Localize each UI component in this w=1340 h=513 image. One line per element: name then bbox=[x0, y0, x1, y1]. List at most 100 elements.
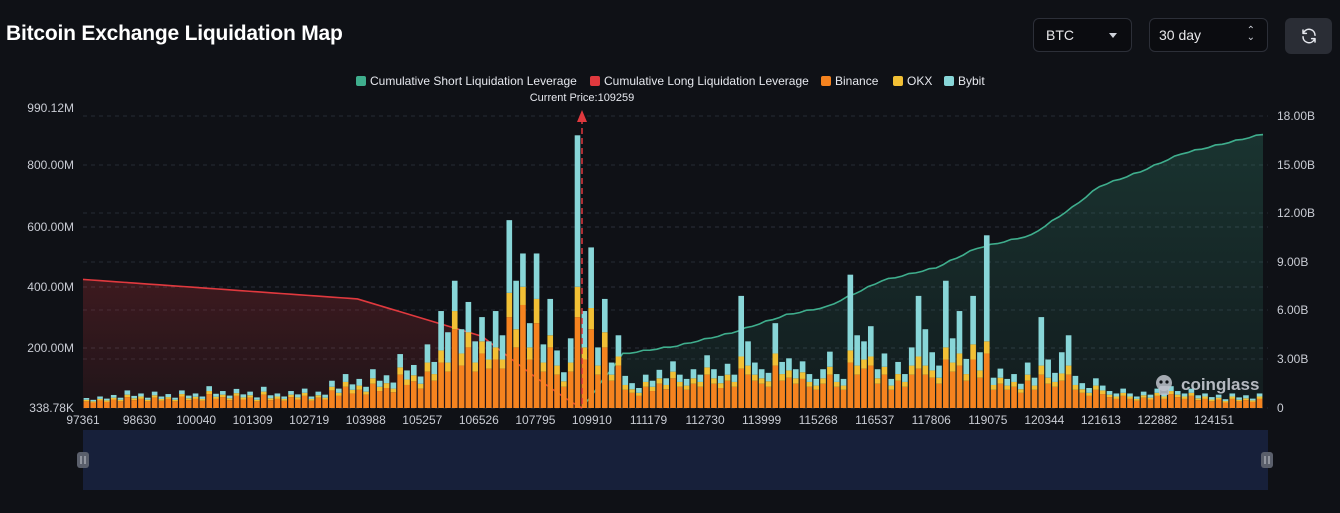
binance-bar bbox=[779, 380, 785, 408]
binance-bar bbox=[567, 371, 574, 408]
binance-bar bbox=[929, 377, 936, 408]
binance-bar bbox=[254, 401, 260, 408]
binance-bar bbox=[1209, 401, 1215, 408]
okx-bar bbox=[165, 397, 172, 399]
okx-bar bbox=[1256, 396, 1263, 399]
bybit-bar bbox=[861, 341, 867, 360]
bybit-bar bbox=[1058, 352, 1065, 374]
okx-bar bbox=[226, 398, 233, 401]
binance-bar bbox=[301, 395, 308, 408]
bybit-bar bbox=[990, 377, 997, 385]
x-axis-tick: 113999 bbox=[742, 413, 781, 427]
okx-bar bbox=[526, 347, 533, 360]
chevron-down-icon bbox=[1109, 33, 1117, 38]
bybit-bar bbox=[363, 386, 369, 392]
bybit-bar bbox=[1222, 399, 1229, 402]
short-cumulative-line bbox=[581, 133, 1264, 408]
binance-bar bbox=[438, 362, 444, 408]
bybit-bar bbox=[1168, 386, 1174, 392]
bybit-bar bbox=[1202, 393, 1208, 397]
coinglass-logo-icon bbox=[1156, 375, 1172, 395]
okx-bar bbox=[1079, 389, 1086, 393]
okx-bar bbox=[274, 396, 281, 399]
okx-bar bbox=[1011, 381, 1017, 387]
binance-bar bbox=[1004, 389, 1011, 408]
okx-bar bbox=[1236, 399, 1242, 402]
binance-bar bbox=[861, 368, 867, 408]
binance-bar bbox=[902, 386, 908, 408]
binance-bar bbox=[772, 365, 779, 408]
bybit-bar bbox=[963, 358, 970, 375]
bybit-bar bbox=[97, 396, 103, 399]
bybit-bar bbox=[308, 396, 315, 399]
okx-bar bbox=[329, 386, 335, 391]
bybit-bar bbox=[670, 361, 676, 372]
binance-bar bbox=[199, 400, 206, 408]
bybit-bar bbox=[199, 396, 206, 399]
legend-item-short[interactable]: Cumulative Short Liquidation Leverage bbox=[356, 74, 577, 88]
navigator-left-handle[interactable] bbox=[77, 452, 89, 468]
bybit-bar bbox=[1093, 378, 1099, 386]
binance-bar bbox=[417, 388, 424, 408]
bybit-bar bbox=[233, 388, 240, 394]
bybit-bar bbox=[547, 298, 554, 336]
okx-bar bbox=[874, 378, 881, 384]
bybit-bar bbox=[1181, 393, 1188, 397]
left-axis-tick: 990.12M bbox=[27, 101, 74, 115]
binance-bar bbox=[670, 378, 676, 408]
okx-bar bbox=[779, 374, 785, 381]
binance-bar bbox=[867, 365, 874, 408]
coin-select[interactable]: BTC bbox=[1033, 18, 1132, 52]
okx-bar bbox=[601, 332, 608, 348]
binance-bar bbox=[847, 362, 854, 408]
time-range-select[interactable]: 30 day ⌃ ⌄ bbox=[1149, 18, 1268, 52]
bybit-bar bbox=[472, 341, 479, 363]
binance-bar bbox=[1093, 389, 1099, 408]
bybit-bar bbox=[390, 382, 397, 389]
binance-bar bbox=[240, 399, 247, 408]
okx-bar bbox=[752, 374, 758, 381]
x-axis-tick: 102719 bbox=[289, 413, 329, 427]
bybit-bar bbox=[397, 354, 403, 368]
binance-bar bbox=[1256, 398, 1263, 408]
binance-bar bbox=[356, 389, 363, 408]
okx-bar bbox=[499, 359, 506, 369]
binance-bar bbox=[881, 374, 888, 408]
bybit-bar bbox=[806, 374, 813, 382]
okx-bar bbox=[943, 347, 949, 360]
binance-bar bbox=[990, 389, 997, 408]
binance-bar bbox=[799, 378, 806, 408]
range-navigator[interactable] bbox=[77, 430, 1273, 490]
legend-item-long[interactable]: Cumulative Long Liquidation Leverage bbox=[590, 74, 809, 88]
binance-bar bbox=[922, 374, 929, 408]
binance-bar bbox=[943, 359, 949, 408]
bybit-bar bbox=[561, 372, 567, 382]
binance-bar bbox=[970, 359, 976, 408]
binance-bar bbox=[827, 374, 833, 408]
legend-item-binance[interactable]: Binance bbox=[821, 74, 879, 88]
bybit-bar bbox=[636, 388, 642, 393]
bybit-bar bbox=[915, 295, 922, 357]
bybit-bar bbox=[192, 393, 199, 397]
binance-bar bbox=[908, 374, 915, 408]
x-axis-tick: 120344 bbox=[1024, 413, 1064, 427]
legend-item-okx[interactable]: OKX bbox=[893, 74, 932, 88]
current-price-marker bbox=[577, 110, 587, 408]
x-axis-tick: 105257 bbox=[402, 413, 442, 427]
okx-bar bbox=[1202, 396, 1208, 399]
refresh-button[interactable] bbox=[1285, 18, 1332, 54]
bybit-bar bbox=[601, 298, 608, 333]
legend-item-bybit[interactable]: Bybit bbox=[944, 74, 985, 88]
navigator-right-handle[interactable] bbox=[1261, 452, 1273, 468]
binance-bar bbox=[104, 401, 110, 408]
okx-bar bbox=[131, 398, 137, 401]
binance-bar bbox=[608, 380, 615, 408]
binance-bar bbox=[1031, 389, 1038, 408]
binance-bar bbox=[1134, 400, 1140, 408]
bybit-bar bbox=[1140, 391, 1147, 396]
okx-bar bbox=[1161, 396, 1167, 399]
binance-bar bbox=[520, 304, 526, 408]
liquidation-chart: Cumulative Short Liquidation Leverage Cu… bbox=[0, 60, 1340, 508]
x-axis-tick: 101309 bbox=[233, 413, 273, 427]
legend-label: Bybit bbox=[958, 74, 985, 88]
